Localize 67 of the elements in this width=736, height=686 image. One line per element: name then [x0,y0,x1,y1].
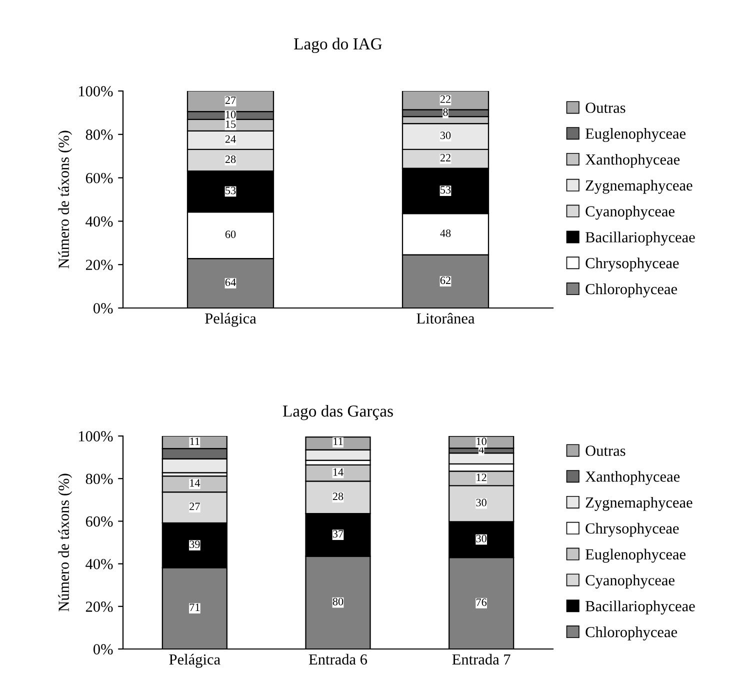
annotation: 53 [226,186,236,194]
annotation: 37 [332,530,344,538]
legend-label: Chrysophyceae [586,522,679,537]
annotation: 30 [440,132,451,140]
legend-label: Bacillariophyceae [586,600,695,614]
y-tick-label: 60% [86,172,113,184]
annotation: 76 [476,598,487,606]
y-axis-title: Número de táxons (%) [58,474,72,612]
annotation: 15 [226,120,236,128]
annotation: 30 [476,498,486,506]
annotation: 80 [332,598,344,606]
y-tick-label: 40% [86,558,113,570]
annotation: 22 [440,95,450,103]
y-tick-label: 40% [86,216,113,227]
legend-label: Cyanophyceae [586,574,674,589]
annotation: 27 [190,502,200,510]
legend-label: Chlorophyceae [586,626,678,640]
annotation: 48 [440,230,451,237]
x-tick-label: Pelágica [169,654,220,668]
x-tick-label: Pelágica [205,312,256,327]
legend-label: Zygnemaphyceae [586,180,692,194]
annotation: 30 [476,534,486,542]
annotation: 60 [225,230,236,238]
legend-label: Chlorophyceae [586,283,678,298]
y-axis-title: Número de táxons (%) [58,130,72,268]
x-tick-label: Entrada 7 [452,654,510,665]
text: Outras [586,446,626,456]
annotation: 53 [440,186,451,194]
legend-label: Zygnemaphyceae [586,496,692,511]
legend-label: Outras [586,102,626,113]
annotation: 12 [476,474,486,482]
annotation: 11 [334,438,343,446]
y-tick-label: 0% [93,644,113,654]
x-tick-label: Entrada 6 [308,654,368,665]
legend-label: Cyanophyceae [586,206,674,220]
annotation: 28 [332,492,344,500]
y-tick-label: 80% [86,474,113,484]
annotation: 10 [476,438,486,446]
y-tick-label: 60% [86,516,113,527]
legend-label: Bacillariophyceae [586,232,695,246]
legend-label: Xanthophyceae [585,471,680,485]
annotation: 10 [226,110,236,118]
annotation: 11 [190,438,200,446]
y-tick-label: 20% [86,260,113,270]
chart-title: Lago do IAG [294,38,382,53]
y-tick-label: 20% [86,602,113,612]
annotation: 14 [333,468,344,476]
legend-label: Chrysophyceae [586,258,679,272]
annotation: 27 [225,96,236,104]
y-tick-label: 0% [93,303,113,314]
annotation: 64 [225,278,236,286]
annotation: 24 [225,135,236,143]
legend-label: Euglenophyceae [586,548,686,563]
annotation: 39 [190,540,200,548]
annotation: 8 [443,108,448,116]
annotation: 22 [440,154,450,162]
y-tick-label: 100% [78,86,113,96]
y-tick-label: 80% [86,130,113,140]
legend-label: Xanthophyceae [585,154,680,168]
annotation: 62 [440,276,450,284]
y-tick-label: 100% [78,431,113,442]
x-tick-label: Litorânea [416,312,475,324]
annotation: 14 [190,479,200,487]
legend-label: Euglenophyceae [586,128,686,142]
annotation: 28 [225,156,236,164]
annotation: 71 [190,604,200,611]
chart-title: Lago das Garças [282,404,393,420]
